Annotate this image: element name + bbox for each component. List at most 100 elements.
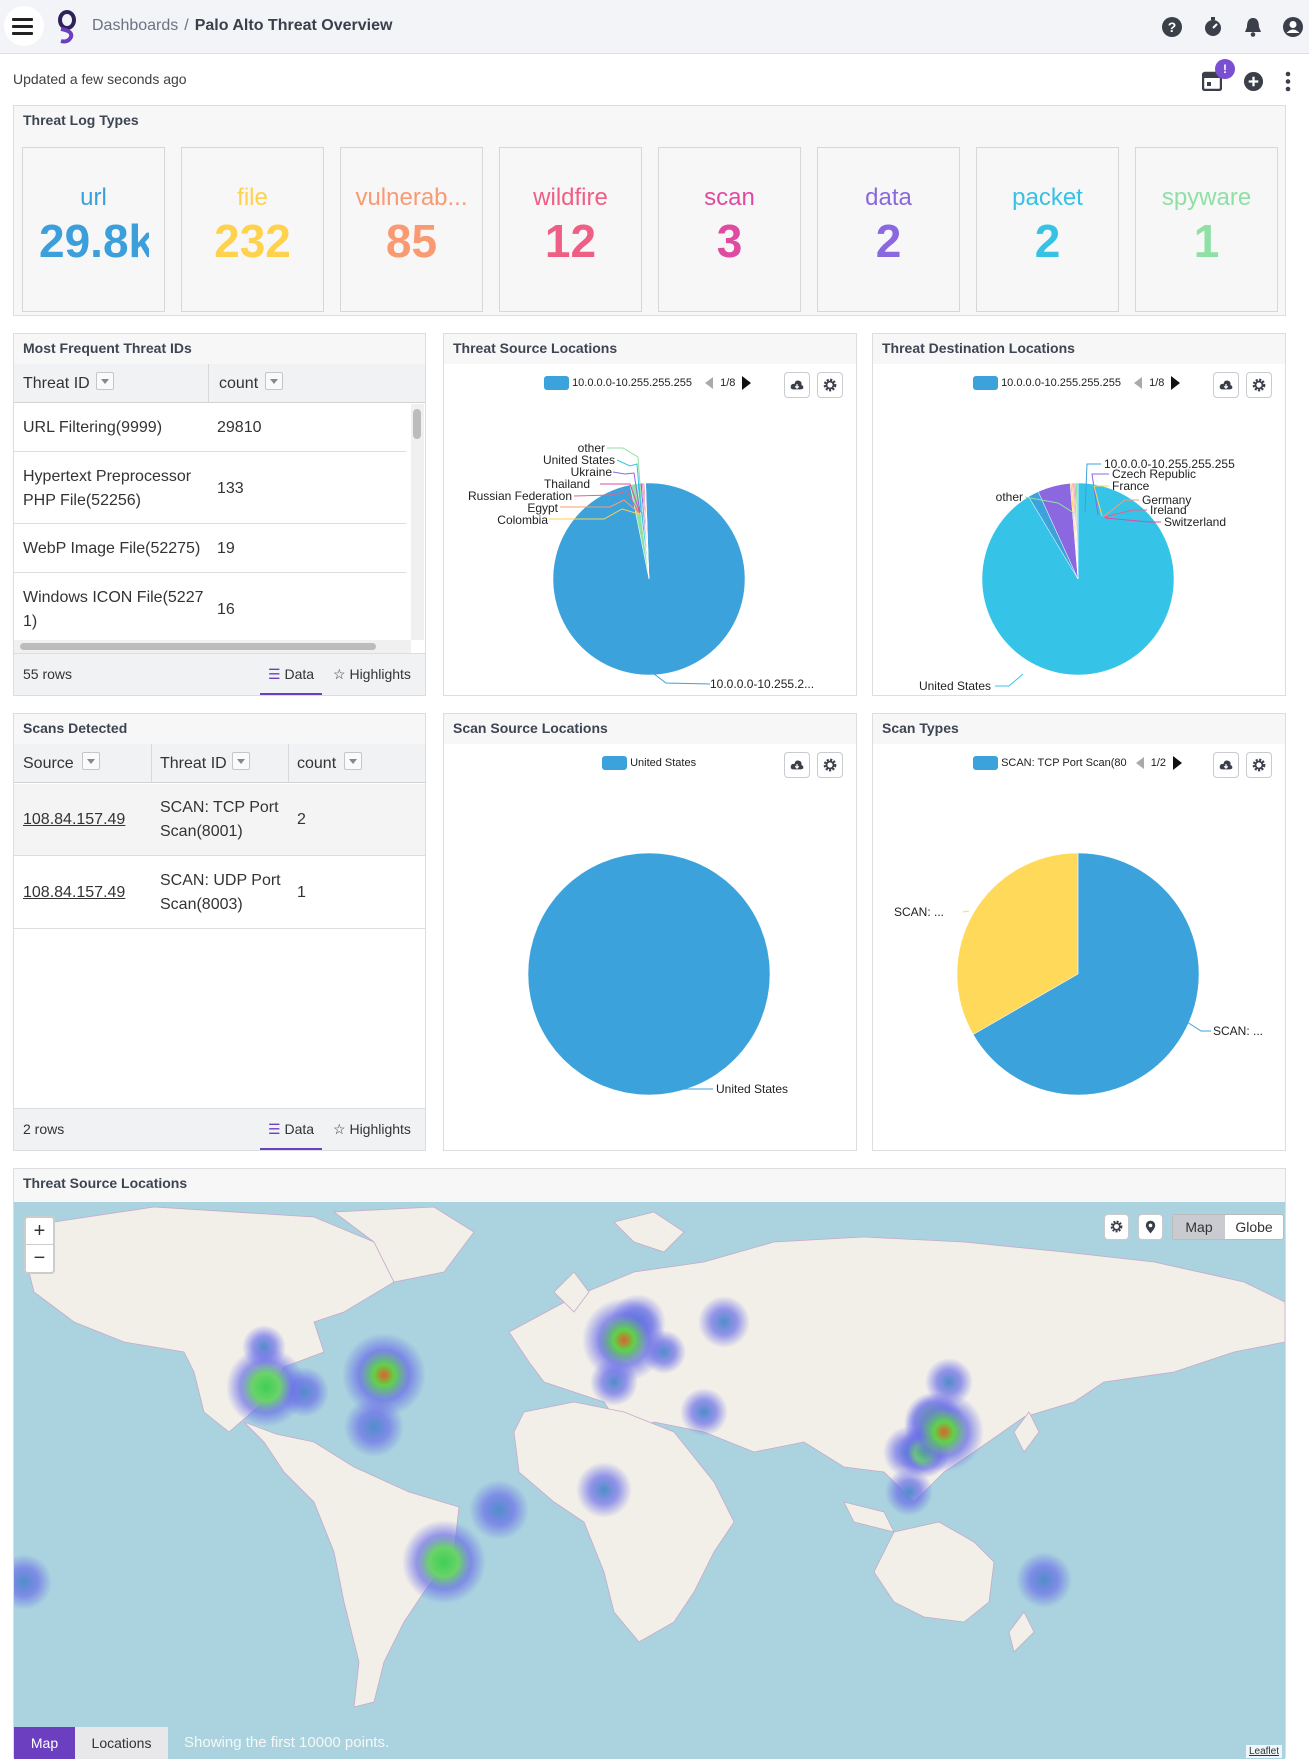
pie-label: Czech Republic <box>1112 467 1196 481</box>
tile-value: 1 <box>1193 215 1220 267</box>
pie-slice-scan-udp-port-scan-8003-[interactable] <box>956 852 1079 1035</box>
threat-source-pie-chart[interactable]: other United States Ukraine Thailand Rus… <box>444 396 856 696</box>
list-icon: ☰ <box>268 666 281 682</box>
column-filter-button[interactable] <box>82 752 100 770</box>
star-icon: ☆ <box>333 666 346 682</box>
legend-next-icon[interactable] <box>742 376 752 390</box>
bell-icon[interactable] <box>1242 16 1264 38</box>
grid-header: Threat ID count <box>14 364 425 403</box>
map-settings-button[interactable] <box>1104 1214 1129 1240</box>
log-type-tile-wildfire[interactable]: wildfire 12 <box>499 147 642 312</box>
column-header-source[interactable]: Source <box>23 755 74 772</box>
legend-prev-icon[interactable] <box>1135 757 1144 769</box>
map-attribution[interactable]: Leaflet <box>1245 1745 1282 1758</box>
vertical-scrollbar[interactable] <box>411 404 424 640</box>
gear-icon <box>823 758 837 772</box>
chart-area: 10.0.0.0-10.255.255.255 1/8 other United… <box>444 364 856 695</box>
help-icon[interactable]: ? <box>1161 16 1183 38</box>
tab-data[interactable]: ☰ Data <box>260 654 323 695</box>
column-filter-button[interactable] <box>265 372 283 390</box>
tile-value: 232 <box>214 215 291 267</box>
table-row[interactable]: Hypertext Preprocessor PHP File(52256) 133 <box>14 453 406 524</box>
source-ip-link[interactable]: 108.84.157.49 <box>23 811 126 828</box>
zoom-in-button[interactable]: + <box>26 1218 53 1245</box>
tile-label: data <box>865 184 912 211</box>
chart-legend[interactable]: 10.0.0.0-10.255.255.255 1/8 <box>544 376 752 390</box>
table-row[interactable]: URL Filtering(9999) 29810 <box>14 404 406 452</box>
map-mode-map-button[interactable]: Map <box>1173 1215 1225 1239</box>
log-type-tile-url[interactable]: url 29.8k <box>22 147 165 312</box>
chart-settings-button[interactable] <box>1246 752 1272 778</box>
tab-data[interactable]: ☰ Data <box>260 1109 323 1150</box>
download-button[interactable] <box>1213 372 1239 398</box>
column-filter-button[interactable] <box>232 752 250 770</box>
column-header-count[interactable]: count <box>297 755 337 772</box>
chart-settings-button[interactable] <box>817 752 843 778</box>
column-filter-button[interactable] <box>96 372 114 390</box>
download-button[interactable] <box>784 372 810 398</box>
more-options-icon[interactable] <box>1285 71 1291 92</box>
scan-source-pie-chart[interactable]: United States <box>444 776 856 1136</box>
scan-source-locations-panel: Scan Source Locations United States Unit… <box>443 713 857 1151</box>
legend-next-icon[interactable] <box>1171 376 1181 390</box>
gear-icon <box>823 378 837 392</box>
svg-text:?: ? <box>1168 19 1177 35</box>
user-avatar-icon[interactable] <box>1282 16 1304 38</box>
pie-label: Thailand <box>544 477 590 491</box>
chart-legend[interactable]: United States <box>602 756 696 770</box>
log-type-tile-spyware[interactable]: spyware 1 <box>1135 147 1278 312</box>
pie-slice-united-states[interactable] <box>527 852 771 1096</box>
pie-label: Russian Federation <box>468 489 572 503</box>
chart-legend[interactable]: SCAN: TCP Port Scan(80 1/2 <box>973 756 1183 770</box>
pie-slice-scan-tcp-port-scan-8001-[interactable] <box>972 852 1200 1096</box>
pie-slice-other[interactable] <box>1075 482 1079 580</box>
map-mode-globe-button[interactable]: Globe <box>1235 1219 1273 1235</box>
timer-icon[interactable] <box>1202 16 1224 38</box>
download-button[interactable] <box>784 752 810 778</box>
log-type-tile-packet[interactable]: packet 2 <box>976 147 1119 312</box>
scan-types-pie-chart[interactable]: SCAN: ... SCAN: ... <box>873 776 1285 1136</box>
pie-label: United States <box>716 1082 788 1096</box>
legend-next-icon[interactable] <box>1173 756 1183 770</box>
chart-legend[interactable]: 10.0.0.0-10.255.255.255 1/8 <box>973 376 1181 390</box>
log-type-tile-data[interactable]: data 2 <box>817 147 960 312</box>
add-panel-icon[interactable] <box>1243 71 1264 92</box>
log-type-tile-vulnerab[interactable]: vulnerab... 85 <box>340 147 483 312</box>
legend-label: United States <box>630 756 697 769</box>
tab-highlights[interactable]: ☆ Highlights <box>333 1121 411 1137</box>
source-ip-link[interactable]: 108.84.157.49 <box>23 884 126 901</box>
calendar-icon[interactable] <box>1202 69 1222 91</box>
column-header-threat-id[interactable]: Threat ID <box>160 755 227 772</box>
table-row[interactable]: WebP Image File(52275) 19 <box>14 525 406 573</box>
table-row[interactable]: 108.84.157.49 SCAN: UDP Port Scan(8003) 1 <box>14 857 425 929</box>
column-filter-button[interactable] <box>344 752 362 770</box>
map-marker-button[interactable] <box>1138 1214 1163 1240</box>
column-header-count[interactable]: count <box>219 375 259 392</box>
tab-highlights[interactable]: ☆ Highlights <box>333 666 411 682</box>
map-canvas[interactable]: + − Map Globe Map Locations Showing the … <box>14 1202 1285 1759</box>
legend-page: 1/8 <box>720 376 736 389</box>
log-type-tile-scan[interactable]: scan 3 <box>658 147 801 312</box>
tab-locations[interactable]: Locations <box>75 1727 168 1759</box>
app-logo <box>58 10 76 44</box>
zoom-out-button[interactable]: − <box>33 1247 46 1269</box>
breadcrumb-dashboards[interactable]: Dashboards <box>92 17 179 34</box>
panel-footer: 2 rows ☰ Data ☆ Highlights <box>14 1108 425 1150</box>
legend-prev-icon[interactable] <box>705 377 714 389</box>
menu-icon[interactable] <box>4 6 44 46</box>
legend-prev-icon[interactable] <box>1134 377 1143 389</box>
chart-area: United States United States <box>444 744 856 1150</box>
chart-settings-button[interactable] <box>1246 372 1272 398</box>
tab-map[interactable]: Map <box>14 1727 75 1759</box>
pie-slice-colombia[interactable] <box>644 482 650 580</box>
chart-settings-button[interactable] <box>817 372 843 398</box>
threat-destination-pie-chart[interactable]: 10.0.0.0-10.255.255.255 Czech Republic F… <box>873 396 1285 696</box>
column-header-threat-id[interactable]: Threat ID <box>23 375 90 392</box>
updated-status: Updated a few seconds ago <box>13 71 187 87</box>
download-button[interactable] <box>1213 752 1239 778</box>
log-type-tile-file[interactable]: file 232 <box>181 147 324 312</box>
pie-label: Ireland <box>1150 503 1187 517</box>
horizontal-scrollbar[interactable] <box>14 640 411 653</box>
table-row[interactable]: 108.84.157.49 SCAN: TCP Port Scan(8001) 2 <box>14 784 425 856</box>
table-row[interactable]: Windows ICON File(5227 1) 16 <box>23 589 235 630</box>
